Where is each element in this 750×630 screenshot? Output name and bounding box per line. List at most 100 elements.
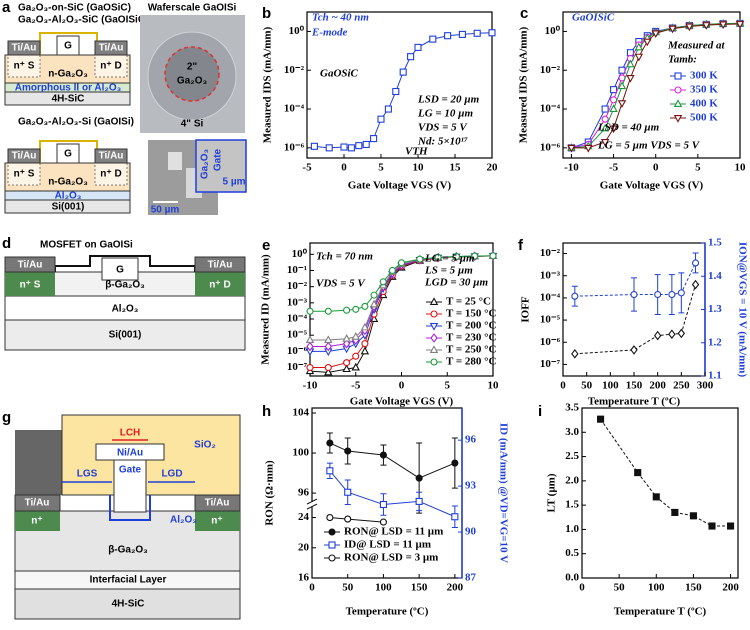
- diagram-title: Ga₂O₃-Al₂O₃-Si (GaOISi): [18, 117, 134, 128]
- y-tick-label: 10⁰: [545, 25, 561, 37]
- legend-marker: [673, 115, 683, 123]
- series-line: [600, 418, 731, 527]
- marker: [324, 341, 332, 352]
- marker: [668, 329, 676, 340]
- x-tick-label: 5: [445, 380, 451, 392]
- marker: [571, 292, 579, 300]
- x-axis-label: Temperature T (ºC): [614, 606, 707, 618]
- marker: [306, 341, 314, 352]
- y-axis-label: LT (µm): [546, 473, 558, 512]
- x-axis-label: Temperature (ºC): [346, 606, 429, 618]
- legend-marker: [430, 310, 438, 318]
- legend-marker: [328, 554, 336, 562]
- marker: [451, 459, 459, 467]
- marker: [355, 142, 363, 150]
- y-tick-label: 100: [293, 447, 310, 459]
- marker: [601, 115, 609, 123]
- y-tick-label: 10⁻²: [540, 247, 561, 259]
- y-tick-label: 0.5: [565, 547, 579, 559]
- label: Gate: [213, 148, 224, 171]
- label: n⁺ S: [14, 169, 35, 180]
- y-tick-label: 24: [298, 511, 310, 523]
- marker: [634, 469, 642, 477]
- x-tick-label: -5: [302, 162, 312, 174]
- inset: [195, 139, 247, 193]
- label: Si(001): [52, 202, 85, 213]
- x-tick-label: 0: [579, 582, 585, 594]
- label: Ti/Au: [99, 43, 124, 54]
- marker: [718, 21, 728, 30]
- marker: [416, 255, 424, 263]
- substrate: [14, 588, 241, 620]
- label: Si(001): [109, 330, 142, 341]
- recess-oxide: [109, 495, 151, 521]
- legend-label: ID@ LSD = 11 µm: [344, 539, 431, 551]
- marker: [343, 359, 351, 367]
- marker: [342, 334, 351, 342]
- label: Ti/Au: [99, 151, 124, 162]
- marker: [415, 497, 423, 505]
- y-tick-label: 10⁻¹: [287, 264, 307, 276]
- marker: [668, 290, 676, 299]
- plot-frame: [306, 11, 493, 159]
- y-tick-label: 2.0: [565, 474, 579, 486]
- label: Ti/Au: [205, 498, 230, 509]
- label: β-Ga₂O₃: [108, 545, 148, 556]
- axis-break: [306, 498, 318, 505]
- marker: [347, 144, 355, 152]
- y-tick-label: 3.5: [565, 402, 579, 414]
- x-axis-label: Temperature T (ºC): [588, 396, 681, 408]
- drain-contact: [194, 256, 246, 273]
- drain-region: [195, 272, 245, 296]
- wafer-photo: Waferscale GaOISi 2" Ga₂O₃ 4" Si: [140, 3, 245, 133]
- marker: [310, 142, 318, 150]
- y-axis-label: Measured IDS (mA/mm): [262, 26, 274, 143]
- legend-label: T = 280 °C: [446, 356, 497, 368]
- device-diagram: g SiO₂ LCH Ni/Au Gate LGS LGD Ti/Au Ti/A…: [2, 409, 241, 620]
- annotation: GaOISiC: [572, 12, 615, 24]
- legend-marker: [429, 345, 439, 353]
- label: G: [64, 149, 72, 160]
- label: LCH: [120, 428, 141, 439]
- marker: [379, 451, 387, 459]
- marker: [388, 266, 396, 275]
- x-tick-label: -10: [303, 380, 318, 392]
- marker: [384, 105, 392, 113]
- marker: [610, 96, 618, 104]
- legend-marker: [674, 72, 682, 80]
- marker: [668, 25, 677, 34]
- marker: [379, 518, 387, 526]
- marker: [434, 253, 442, 261]
- legend-label: T = 200 °C: [446, 320, 497, 332]
- pad: [168, 152, 182, 170]
- marker: [361, 340, 369, 348]
- mosfet-diagram: d MOSFET on GaOISi Ti/Au Ti/Au G n⁺ S n⁺…: [2, 235, 246, 351]
- panel-label: a: [2, 0, 11, 16]
- marker: [488, 29, 496, 37]
- annotation: VDS = 5 V: [418, 122, 468, 134]
- legend-marker: [328, 541, 336, 549]
- gaosic-diagram: a Ga₂O₃-on-SiC (GaOSiC) Ga₂O₃-Al₂O₃-SiC …: [2, 0, 148, 106]
- marker: [610, 86, 618, 94]
- axis-break: [306, 503, 318, 510]
- y-axis-label: RON (Ω·mm): [264, 460, 276, 526]
- panel-label: f: [518, 237, 524, 254]
- marker: [324, 307, 332, 315]
- legend-label: T = 230 °C: [446, 332, 497, 344]
- y-tick-label: 10⁻⁷: [540, 358, 561, 370]
- label: n⁺ S: [20, 280, 41, 291]
- sem-image: 50 µm Ga₂O₃ Gate 5 µm: [148, 139, 247, 216]
- marker: [600, 123, 610, 132]
- marker: [685, 23, 694, 32]
- label: G: [116, 265, 124, 276]
- label: 4H-SiC: [52, 94, 85, 105]
- source-contact: [7, 40, 41, 56]
- x-tick-label: 0: [653, 162, 659, 174]
- x-axis-label: Gate Voltage VGS (V): [348, 180, 452, 192]
- marker: [377, 115, 385, 123]
- y2-tick-label: 1.2: [708, 336, 722, 348]
- y2-tick-label: 1.5: [708, 237, 722, 249]
- gaoisi-diagram: Ga₂O₃-Al₂O₃-Si (GaOISi) Ti/Au Ti/Au G n⁺…: [4, 117, 134, 214]
- x-tick-label: -5: [351, 380, 361, 392]
- label: n-Ga₂O₃: [48, 69, 88, 80]
